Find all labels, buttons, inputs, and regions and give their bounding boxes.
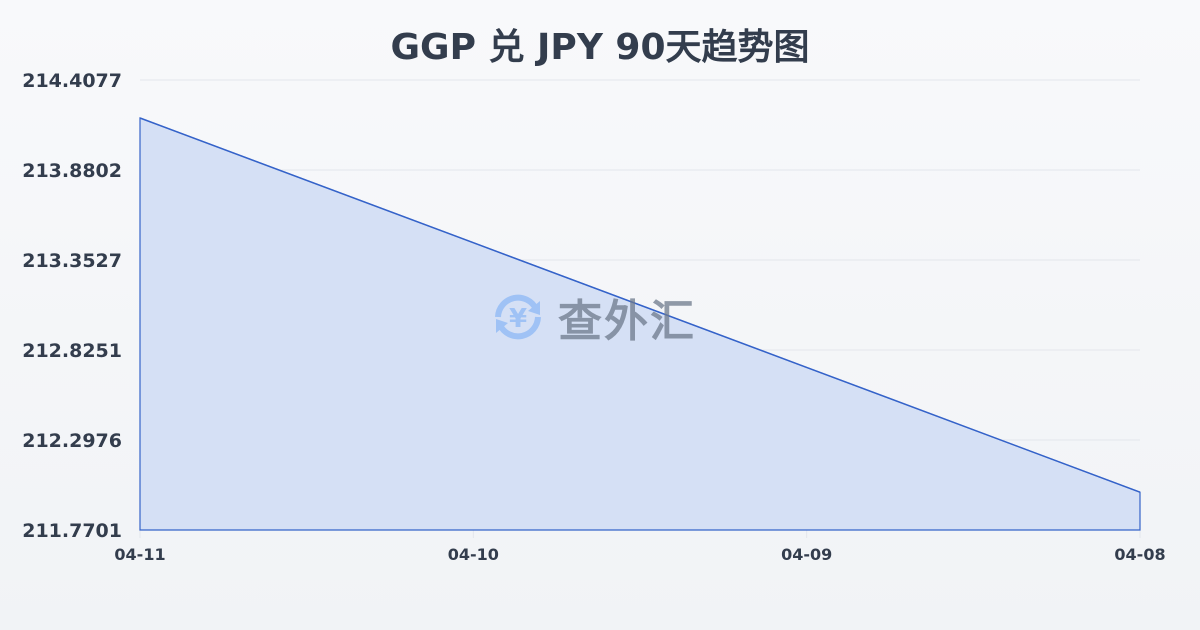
y-tick-label: 213.3527 (22, 250, 122, 272)
x-tick-label: 04-10 (448, 545, 499, 564)
x-tick-label: 04-11 (114, 545, 165, 564)
watermark: ¥ 查外汇 (488, 285, 696, 349)
yen-exchange-icon: ¥ (495, 294, 541, 340)
watermark-text: 查外汇 (558, 296, 696, 347)
series-line (139, 117, 1141, 493)
chart-title: GGP 兑 JPY 90天趋势图 (390, 27, 810, 68)
y-tick-label: 211.7701 (22, 520, 122, 542)
svg-text:¥: ¥ (509, 304, 527, 334)
y-tick-label: 212.8251 (22, 340, 122, 362)
x-tick-label: 04-09 (781, 545, 832, 564)
x-tick-label: 04-08 (1114, 545, 1165, 564)
y-tick-label: 214.4077 (22, 70, 122, 92)
y-tick-label: 213.8802 (22, 160, 122, 182)
y-tick-label: 212.2976 (22, 430, 122, 452)
